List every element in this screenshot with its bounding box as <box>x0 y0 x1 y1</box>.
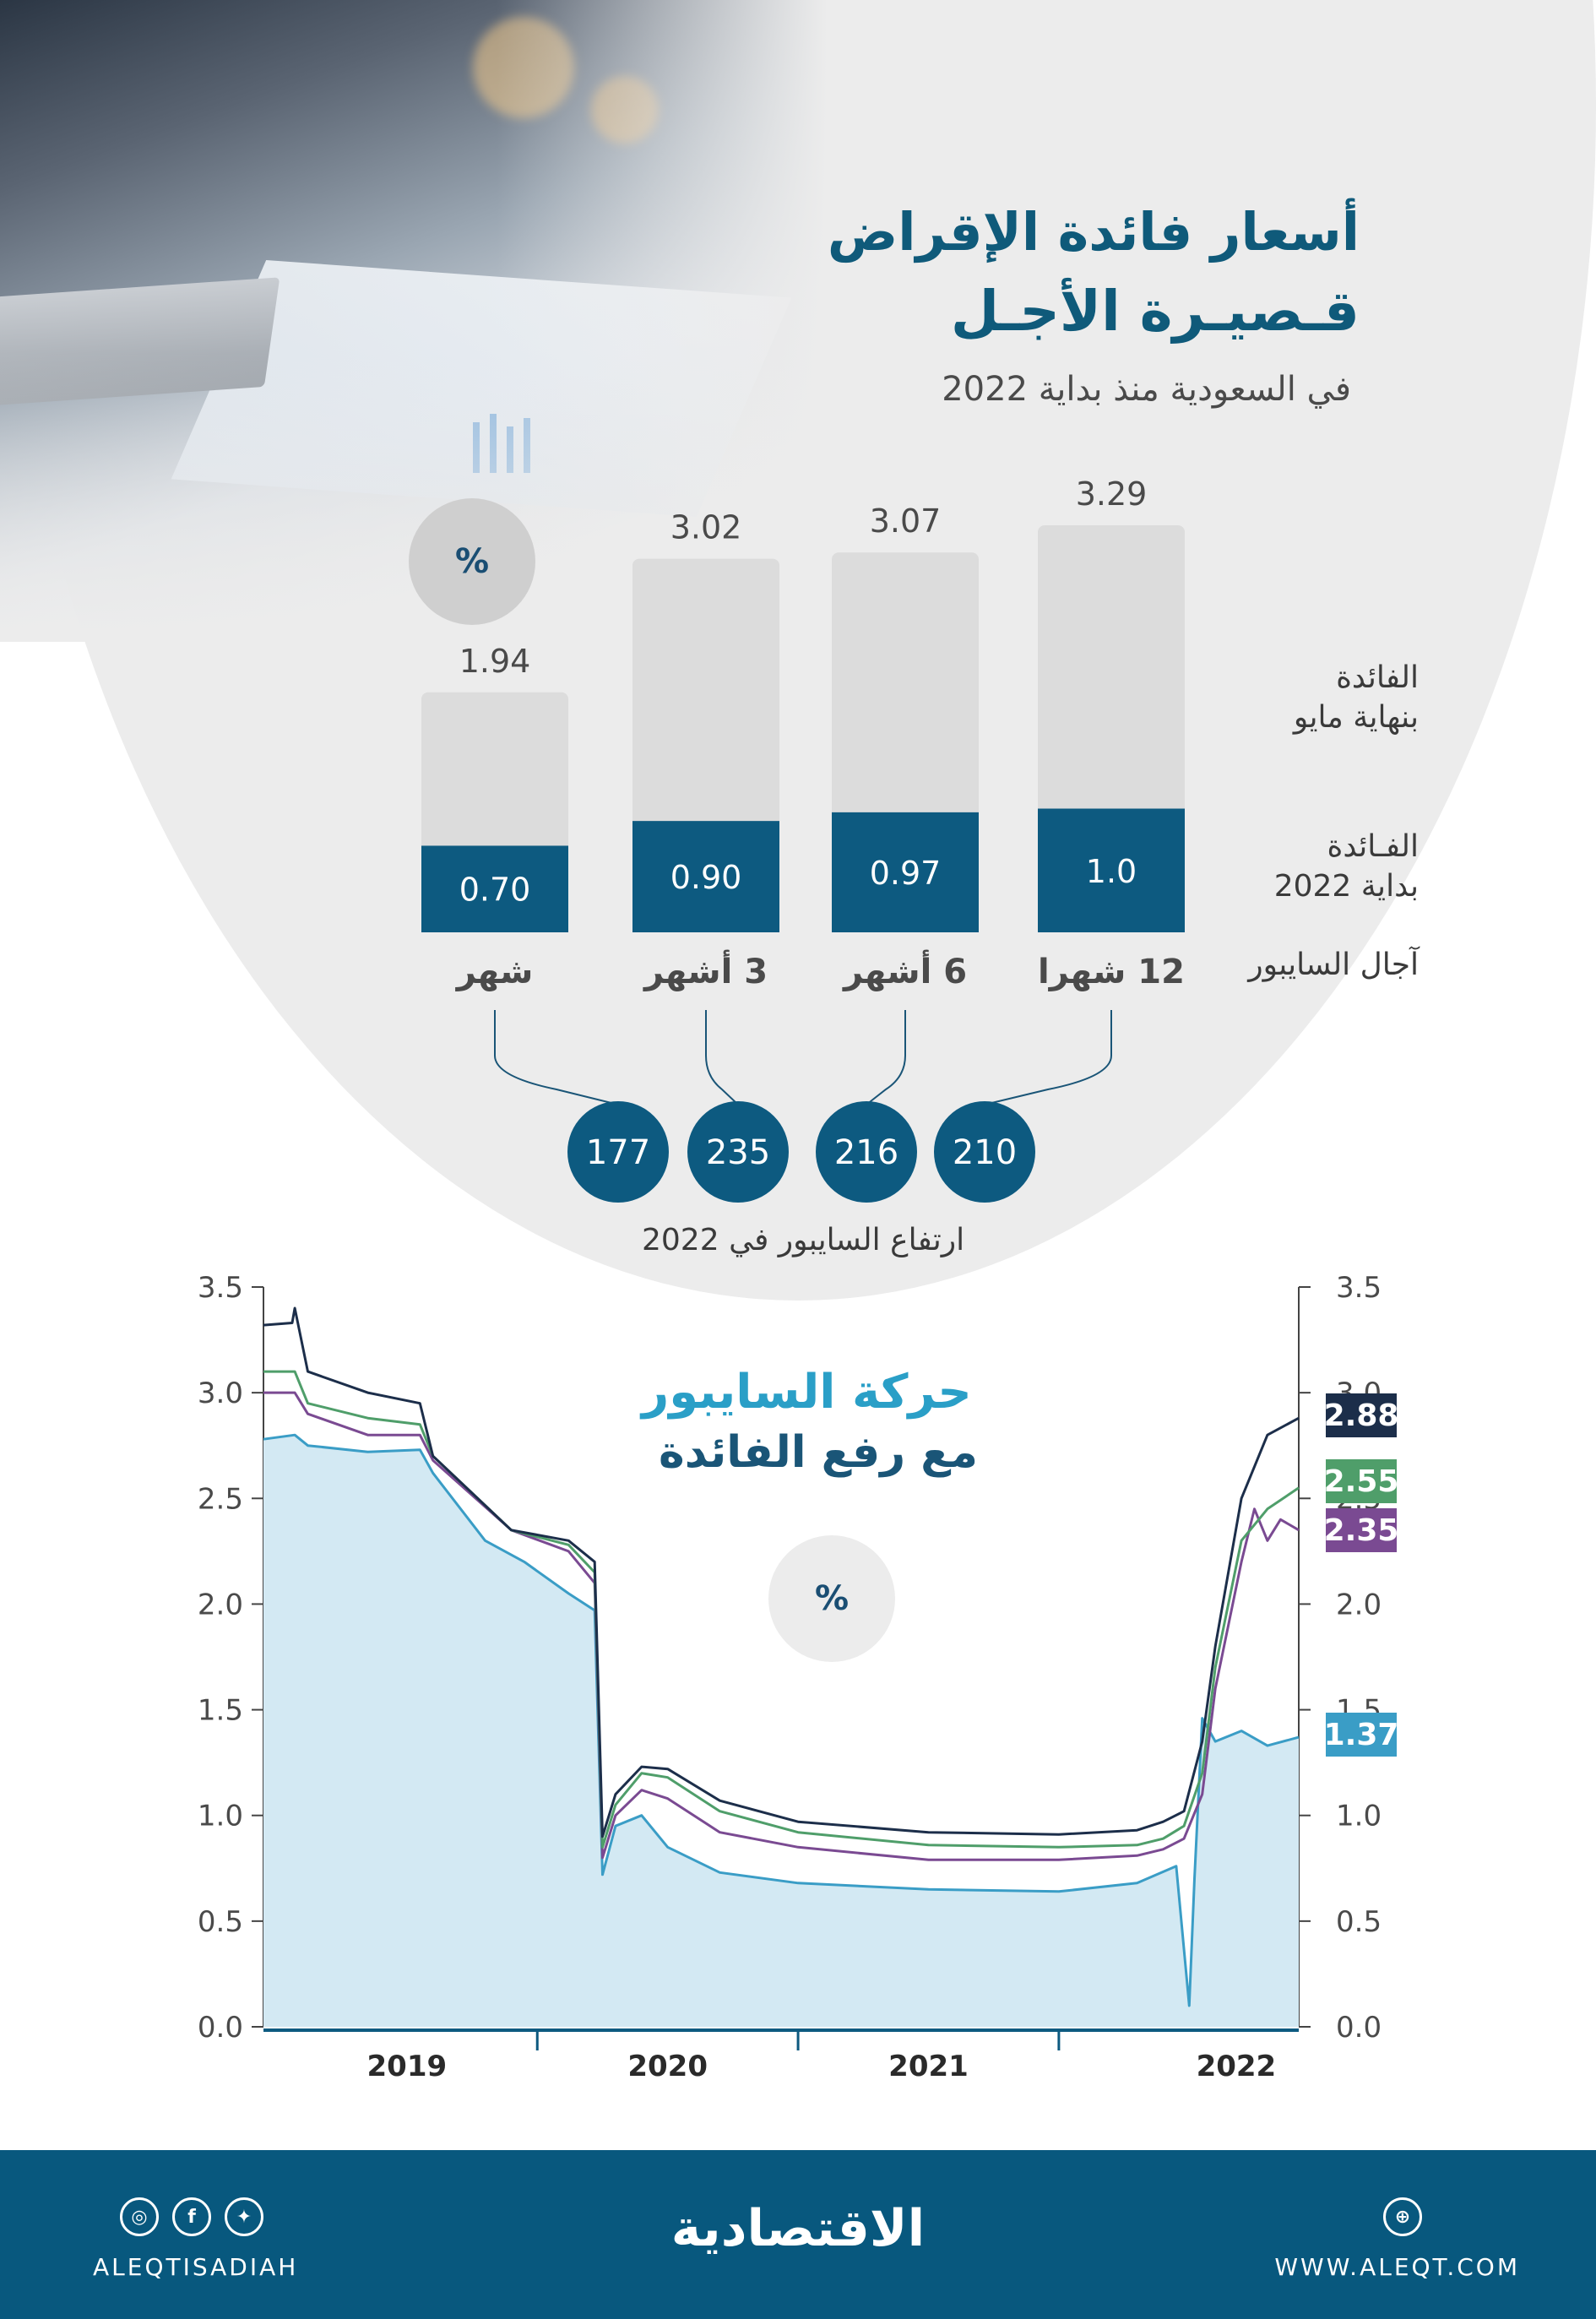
connector-1 <box>866 1010 906 1105</box>
bar-start-0 <box>1038 808 1185 932</box>
area-fill-3 <box>263 1435 1299 2027</box>
end-label-series-4: 1.37 <box>1324 1713 1398 1757</box>
bar-end-value-3: 1.94 <box>459 643 531 680</box>
brand-logo: الاقتصادية <box>670 2199 926 2258</box>
bar-start-3 <box>421 845 568 932</box>
line-chart-title-1: حركة السايبور <box>642 1365 972 1420</box>
tenor-label-3: شهر <box>455 953 534 991</box>
y-tick-label-left-6: 3.0 <box>198 1377 243 1410</box>
end-label-series-2: 2.55 <box>1324 1459 1398 1503</box>
series-line-2 <box>263 1391 1300 1861</box>
y-tick-label-left-1: 0.5 <box>198 1905 243 1939</box>
increase-value-1: 216 <box>834 1133 898 1172</box>
bar-start-value-1: 0.97 <box>870 855 942 892</box>
bar-end-value-1: 3.07 <box>870 502 942 540</box>
increase-bubble-3 <box>567 1101 669 1203</box>
row-label-start: الفـائدة بداية 2022 <box>1274 828 1419 907</box>
series-line-3 <box>263 1433 1300 2007</box>
tenor-label-2: 3 أشهر <box>643 949 768 991</box>
title-line-2: قـصيـرة الأجـل <box>950 279 1360 344</box>
increase-label: ارتفاع السايبور في 2022 <box>642 1223 965 1257</box>
increase-bubble-1 <box>816 1101 917 1203</box>
bar-chart-unit-badge: % <box>409 498 535 625</box>
bar-start-value-3: 0.70 <box>459 872 531 909</box>
tenor-label-1: 6 أشهر <box>842 949 967 991</box>
social-handle[interactable]: ALEQTISADIAH <box>93 2253 299 2281</box>
dribbble-icon[interactable]: ⊕ <box>1383 2197 1422 2236</box>
y-tick-label-left-3: 1.5 <box>198 1694 243 1728</box>
y-tick-label-left-0: 0.0 <box>198 2011 243 2045</box>
title-line-1: أسعار فائدة الإقراض <box>827 201 1360 263</box>
y-tick-label-right-0: 0.0 <box>1336 2011 1382 2045</box>
bar-start-value-0: 1.0 <box>1086 853 1137 890</box>
header-photo <box>0 0 828 642</box>
y-tick-label-right-4: 2.0 <box>1336 1588 1382 1621</box>
y-tick-label-left-5: 2.5 <box>198 1482 243 1516</box>
end-label-series-3: 2.35 <box>1324 1508 1398 1552</box>
bar-chart: 3.29 1.0 12 شهرا 3.07 0.97 6 أشهر 3.02 0.90 3 أش… <box>421 475 1185 991</box>
row-label-tenor: آجال السايبور <box>1248 948 1419 982</box>
row-label-end-line2: بنهاية مايو <box>1293 699 1419 735</box>
row-label-start-line2: بداية 2022 <box>1273 868 1419 904</box>
y-tick-label-left-4: 2.0 <box>198 1588 243 1621</box>
row-label-end: الفائدة بنهاية مايو <box>1294 659 1419 738</box>
increase-bubble-0 <box>934 1101 1035 1203</box>
line-chart: 0.00.00.50.51.01.01.51.52.02.02.52.53.03… <box>198 1271 1382 2083</box>
connector-0 <box>984 1010 1112 1105</box>
x-tick-label-2: 2021 <box>888 2050 969 2083</box>
y-tick-label-right-7: 3.5 <box>1336 1271 1382 1305</box>
bar-start-2 <box>632 821 779 932</box>
line-chart-title-2: مع رفع الفائدة <box>659 1427 978 1478</box>
increase-connectors: 210 216 235 177 <box>494 1010 1112 1203</box>
row-label-end-line1: الفائدة <box>1336 660 1419 695</box>
x-tick-label-1: 2020 <box>627 2050 708 2083</box>
increase-value-3: 177 <box>586 1133 650 1172</box>
line-chart-unit-badge: % <box>768 1535 895 1662</box>
increase-value-2: 235 <box>706 1133 770 1172</box>
social-icons: ◎ f ✦ <box>120 2197 263 2236</box>
series-line-1 <box>263 1370 1300 1849</box>
subtitle: في السعودية منذ بداية 2022 <box>942 370 1351 409</box>
y-tick-label-right-2: 1.0 <box>1336 1800 1382 1833</box>
bar-start-1 <box>832 812 979 932</box>
twitter-icon[interactable]: ✦ <box>225 2197 263 2236</box>
instagram-icon[interactable]: ◎ <box>120 2197 159 2236</box>
bar-end-value-0: 3.29 <box>1076 475 1148 513</box>
x-tick-label-0: 2019 <box>367 2050 448 2083</box>
footer: ◎ f ✦ ALEQTISADIAH الاقتصادية ⊕ WWW.ALEQ… <box>0 2150 1596 2319</box>
bar-end-value-2: 3.02 <box>670 509 742 546</box>
connector-2 <box>705 1010 739 1105</box>
row-label-start-line1: الفـائدة <box>1327 829 1419 864</box>
connector-3 <box>494 1010 619 1105</box>
increase-value-0: 210 <box>953 1133 1017 1172</box>
y-tick-label-left-7: 3.5 <box>198 1271 243 1305</box>
facebook-icon[interactable]: f <box>172 2197 211 2236</box>
tenor-label-0: 12 شهرا <box>1038 953 1185 991</box>
x-tick-label-3: 2022 <box>1197 2050 1277 2083</box>
y-tick-label-right-1: 0.5 <box>1336 1905 1382 1939</box>
y-tick-label-left-2: 1.0 <box>198 1800 243 1833</box>
end-label-series-1: 2.88 <box>1324 1393 1398 1437</box>
increase-bubble-2 <box>687 1101 789 1203</box>
website-link[interactable]: WWW.ALEQT.COM <box>1274 2253 1520 2281</box>
series-line-0 <box>263 1306 1300 1838</box>
bar-start-value-2: 0.90 <box>670 859 742 896</box>
